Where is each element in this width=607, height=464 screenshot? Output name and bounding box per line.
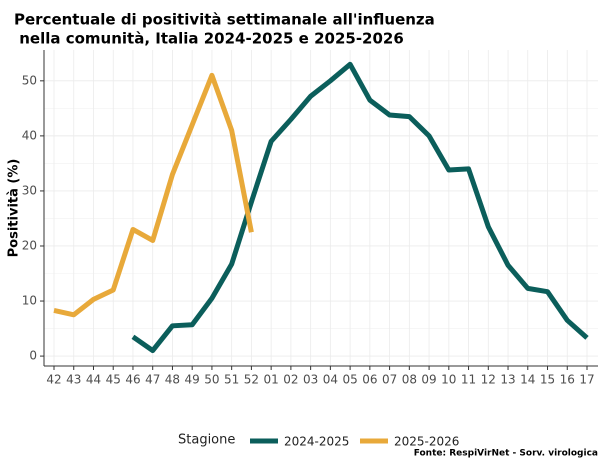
x-tick-label: 01 [264,373,279,387]
chart-title: nella comunità, Italia 2024-2025 e 2025-… [14,30,404,48]
x-tick-label: 48 [165,373,180,387]
x-tick-label: 50 [204,373,219,387]
series-line [131,61,589,354]
legend-title: Stagione [178,433,235,448]
x-tick-label: 46 [125,373,140,387]
x-tick-label: 10 [441,373,456,387]
x-tick-label: 47 [145,373,160,387]
y-tick-label: 50 [22,73,37,87]
x-tick-label: 16 [560,373,575,387]
y-tick-label: 30 [22,183,37,197]
x-tick-label: 42 [46,373,61,387]
y-tick-label: 10 [22,294,37,308]
x-tick-label: 13 [500,373,515,387]
x-tick-label: 44 [86,373,101,387]
x-tick-label: 05 [342,373,357,387]
x-tick-label: 43 [66,373,81,387]
x-tick-label: 49 [185,373,200,387]
x-tick-label: 06 [362,373,377,387]
legend-label: 2025-2026 [394,435,459,449]
y-tick-label: 40 [22,128,37,142]
source: Fonte: RespiVirNet - Sorv. virologica [414,449,598,459]
x-tick-label: 14 [520,373,535,387]
x-tick-label: 04 [323,373,338,387]
series-line [53,72,254,318]
y-axis-label: Positività (%) [7,159,22,258]
x-tick-label: 03 [303,373,318,387]
legend-label: 2024-2025 [284,435,349,449]
x-tick-label: 45 [106,373,121,387]
chart-title: Percentuale di positività settimanale al… [14,11,435,29]
x-tick-label: 52 [244,373,259,387]
x-tick-label: 02 [283,373,298,387]
x-tick-label: 12 [481,373,496,387]
y-tick-label: 20 [22,238,37,252]
y-tick-label: 0 [29,349,37,363]
x-tick-label: 15 [540,373,555,387]
x-tick-label: 09 [421,373,436,387]
x-tick-label: 07 [382,373,397,387]
x-tick-label: 17 [579,373,594,387]
x-tick-label: 51 [224,373,239,387]
x-tick-label: 11 [461,373,476,387]
x-tick-label: 08 [402,373,417,387]
